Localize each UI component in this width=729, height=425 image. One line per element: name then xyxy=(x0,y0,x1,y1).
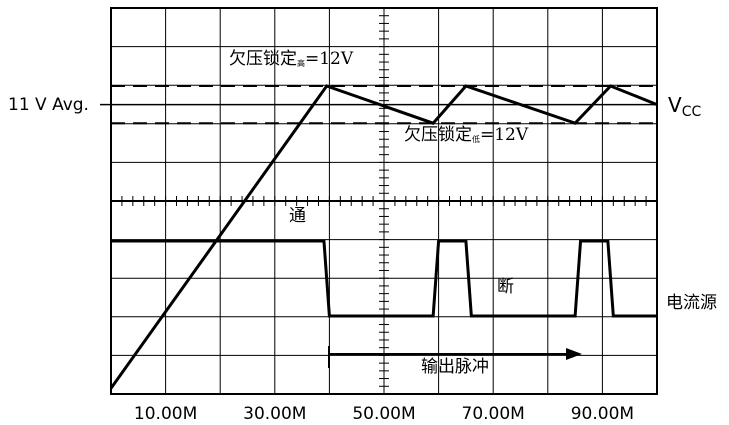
on-label: 通 xyxy=(289,206,306,226)
vcc-label: VCC xyxy=(668,93,701,120)
x-tick-label: 30.00M xyxy=(243,404,306,424)
uvlo-low-label: 欠压锁定低=12V xyxy=(404,125,529,145)
x-tick-label: 90.00M xyxy=(571,404,634,424)
x-tick-label: 10.00M xyxy=(134,404,197,424)
x-tick-labels: 10.00M 30.00M 50.00M 70.00M 90.00M xyxy=(134,404,634,424)
output-pulse-arrow xyxy=(328,346,582,368)
x-tick-label: 70.00M xyxy=(462,404,525,424)
avg-label: 11 V Avg. xyxy=(8,95,89,115)
x-tick-label: 50.00M xyxy=(352,404,415,424)
series-group xyxy=(109,84,658,390)
series-vcc xyxy=(109,84,658,390)
uvlo-high-label: 欠压锁定高=12V xyxy=(229,49,354,69)
center-axis-ticks xyxy=(121,15,647,387)
series-current-source xyxy=(111,239,657,318)
off-label: 断 xyxy=(497,277,514,297)
output-pulse-label: 输出脉冲 xyxy=(421,357,489,377)
current-source-label: 电流源 xyxy=(666,293,717,313)
